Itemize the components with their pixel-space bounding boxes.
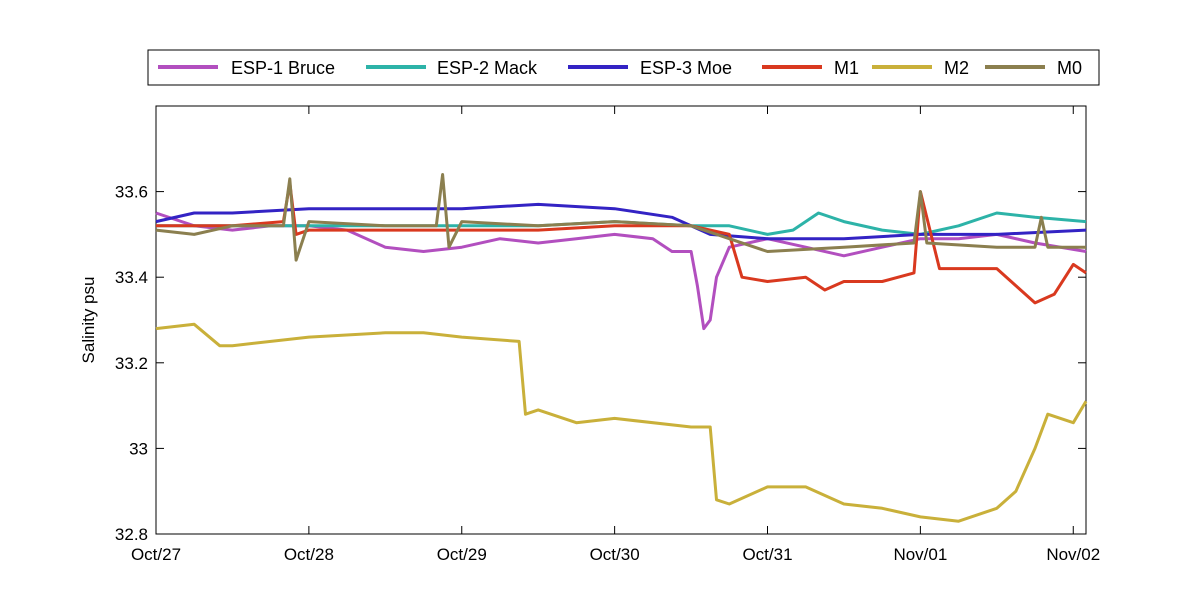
legend-label-esp3: ESP-3 Moe	[640, 58, 732, 78]
legend-label-m0: M0	[1057, 58, 1082, 78]
series-line-m2	[155, 322, 1088, 523]
y-tick-label: 33	[129, 439, 148, 458]
x-tick-label: Oct/27	[131, 545, 181, 564]
y-tick-label: 33.2	[115, 354, 148, 373]
y-tick-label: 32.8	[115, 525, 148, 544]
x-tick-label: Nov/01	[893, 545, 947, 564]
x-tick-label: Oct/31	[742, 545, 792, 564]
legend-label-esp1: ESP-1 Bruce	[231, 58, 335, 78]
legend-label-m1: M1	[834, 58, 859, 78]
legend: ESP-1 Bruce ESP-2 Mack ESP-3 Moe M1 M2 M…	[147, 49, 1100, 86]
series-line-esp3	[155, 202, 1087, 241]
legend-label-m2: M2	[944, 58, 969, 78]
plot-area	[155, 105, 1087, 535]
x-tick-label: Oct/29	[437, 545, 487, 564]
y-tick-label: 33.6	[115, 183, 148, 202]
y-tick-labels: 32.8 33 33.2 33.4 33.6	[115, 183, 148, 544]
x-tick-label: Oct/30	[590, 545, 640, 564]
y-axis-label: Salinity psu	[79, 277, 98, 364]
x-tick-label: Oct/28	[284, 545, 334, 564]
legend-label-esp2: ESP-2 Mack	[437, 58, 538, 78]
x-tick-labels: Oct/27 Oct/28 Oct/29 Oct/30 Oct/31 Nov/0…	[131, 545, 1100, 564]
x-tick-label: Nov/02	[1046, 545, 1100, 564]
y-tick-label: 33.4	[115, 268, 148, 287]
series-lines	[155, 173, 1088, 523]
series-line-m0	[155, 173, 1086, 262]
tick-marks	[155, 106, 1086, 535]
series-line-m1	[156, 181, 1087, 305]
